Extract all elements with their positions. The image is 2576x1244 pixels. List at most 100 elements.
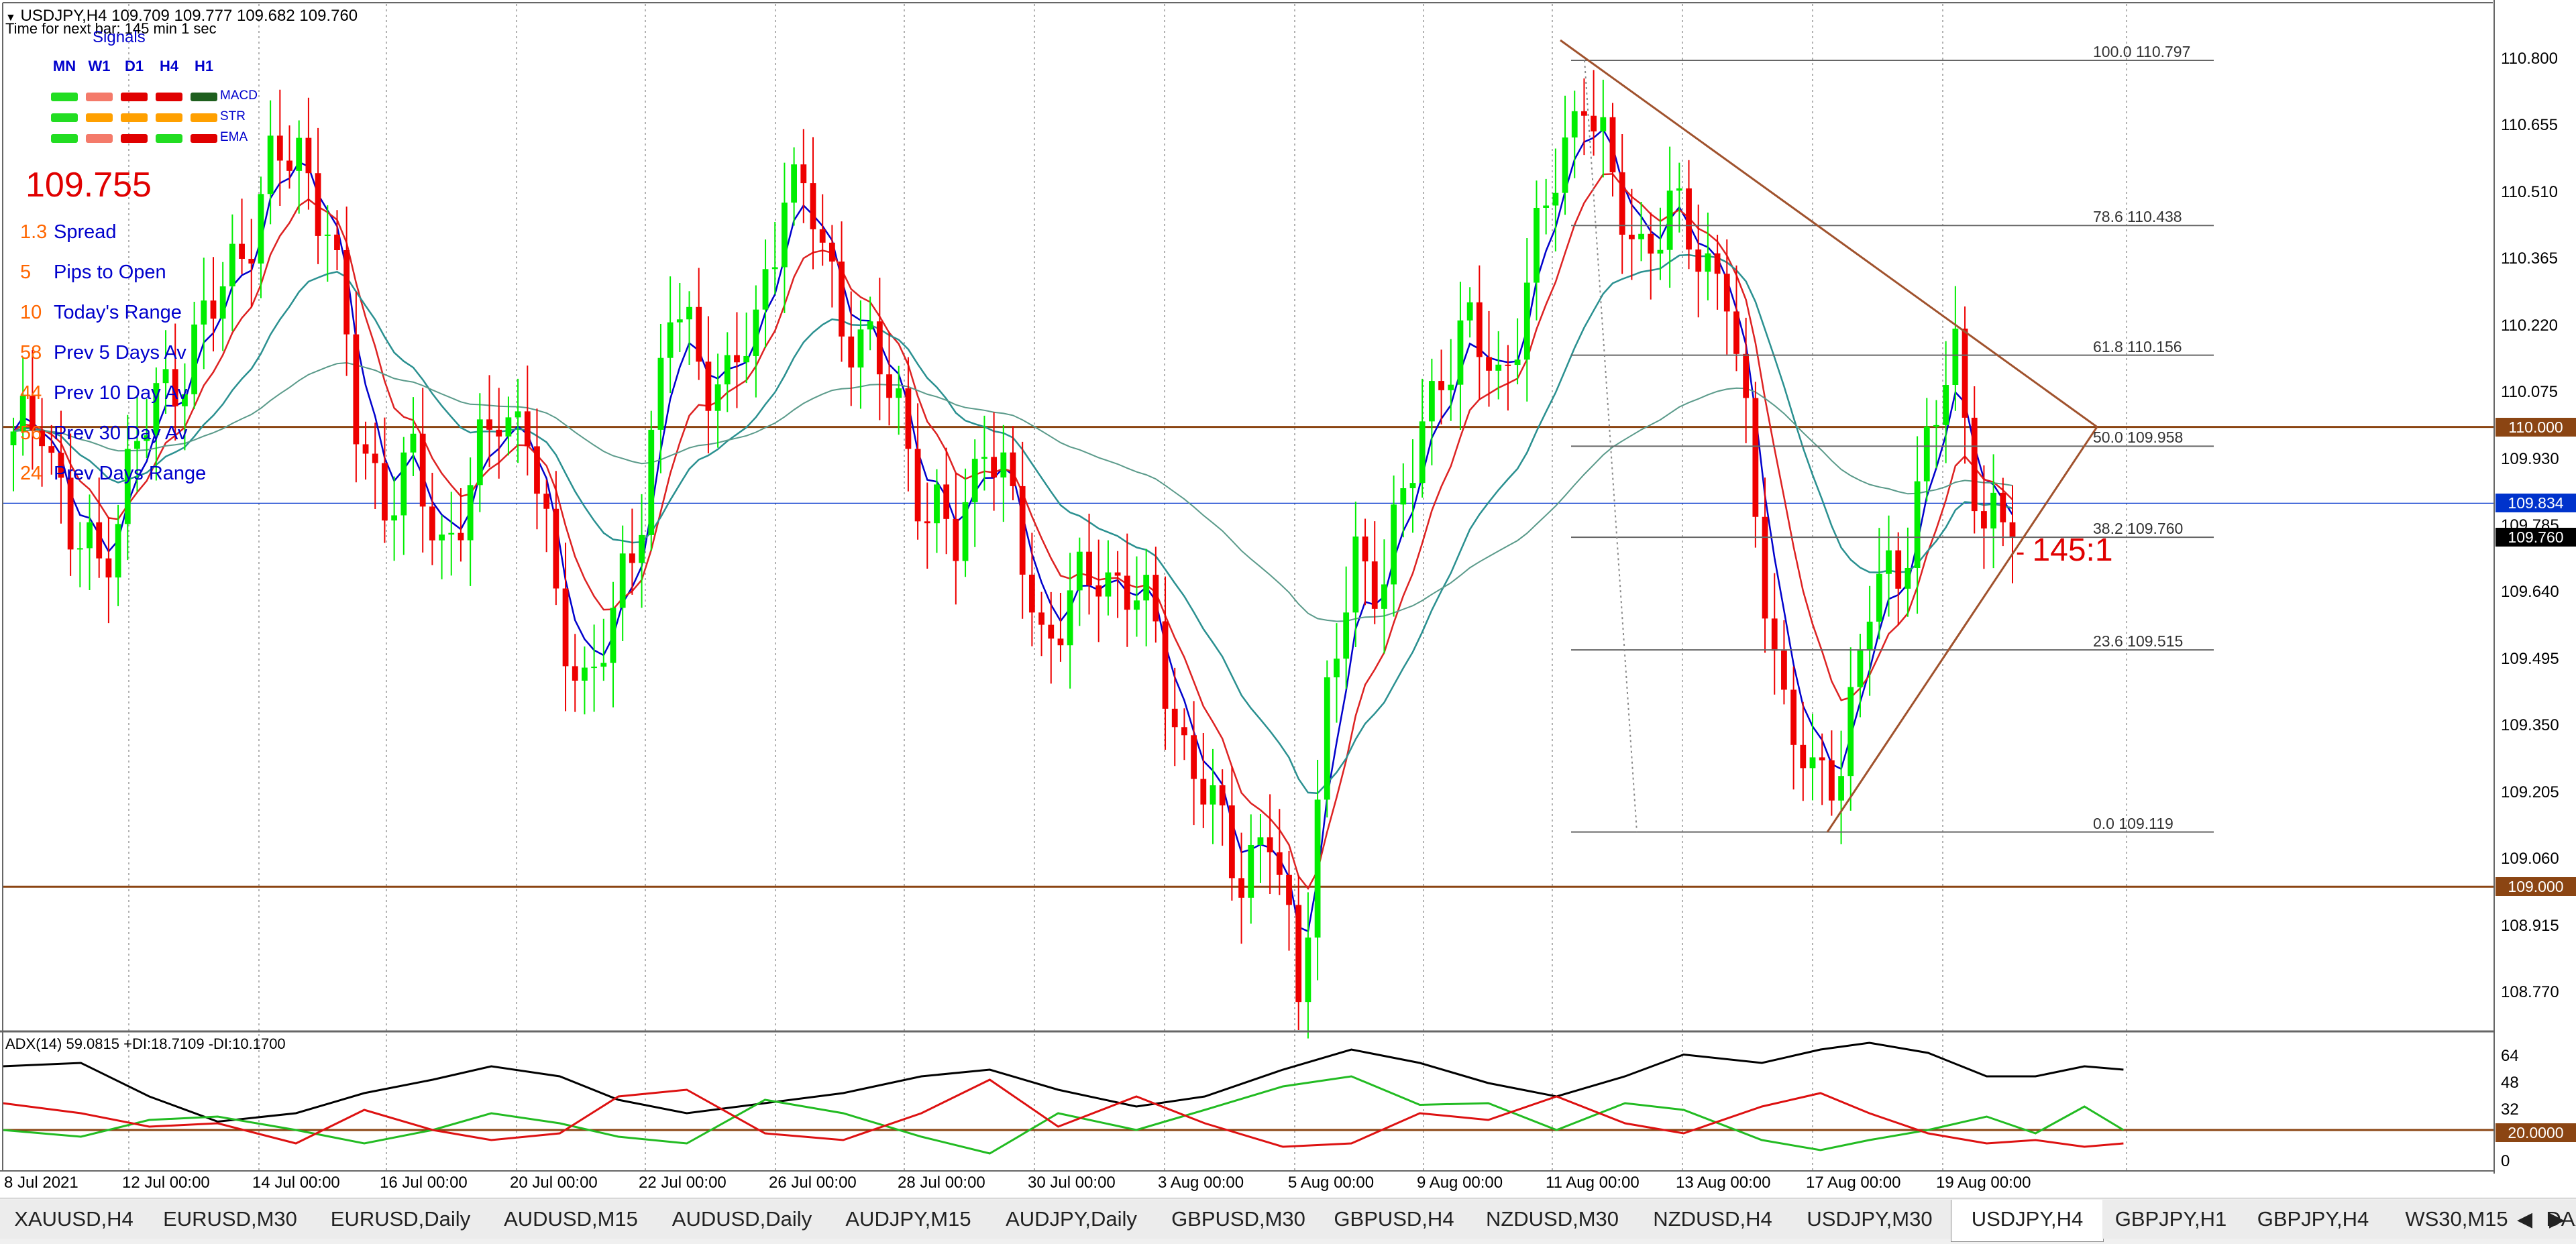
candle-bull: [934, 484, 940, 524]
price-chart[interactable]: [0, 0, 2576, 1198]
candle-bull: [1809, 757, 1816, 769]
candle-bull: [19, 396, 26, 432]
candle-bull: [771, 267, 778, 270]
date-label: 13 Aug 00:00: [1676, 1174, 1771, 1192]
candle-bear: [1828, 760, 1835, 801]
tab-prev-icon[interactable]: ◀: [2517, 1208, 2533, 1231]
candle-bull: [229, 243, 235, 287]
candle-bull: [1523, 282, 1530, 360]
candle-bull: [1076, 551, 1083, 591]
tab-next-icon[interactable]: ▶: [2549, 1208, 2565, 1231]
stat-label: Spread: [54, 221, 117, 243]
candle-bear: [286, 160, 292, 171]
price-axis-label: 109.640: [2501, 583, 2559, 602]
signal-indicator: [156, 134, 182, 143]
tab-gbpjpy-h1[interactable]: GBPJPY,H1: [2102, 1200, 2240, 1239]
candle-bull: [791, 164, 798, 203]
candle-bull: [267, 135, 274, 194]
candle-bull: [1105, 572, 1112, 597]
candle-bear: [886, 374, 892, 398]
date-label: 16 Jul 00:00: [380, 1174, 468, 1192]
candle-bull: [296, 137, 303, 171]
fib-label: 38.2 109.760: [2093, 520, 2184, 538]
candle-bear: [382, 463, 388, 521]
candle-bull: [1000, 452, 1007, 477]
candle-bear: [543, 494, 550, 509]
candle-bull: [657, 357, 664, 430]
date-label: 28 Jul 00:00: [898, 1174, 985, 1192]
candle-bear: [914, 449, 921, 522]
fibonacci-retracement: [1571, 60, 2214, 833]
candle-bull: [686, 306, 692, 320]
upper-trendline: [1560, 39, 2098, 428]
triangle-trendlines: [1560, 39, 2098, 833]
tab-audjpy-daily[interactable]: AUDJPY,Daily: [986, 1200, 1157, 1239]
signal-indicator: [191, 113, 217, 122]
candle-bull: [467, 485, 474, 541]
candle-bear: [1619, 172, 1625, 235]
candle-bear: [1752, 398, 1759, 517]
tab-eurusd-daily[interactable]: EURUSD,Daily: [313, 1200, 489, 1239]
price-badge: 110.000: [2496, 417, 2576, 437]
date-label: 22 Jul 00:00: [639, 1174, 727, 1192]
signal-indicator: [121, 113, 148, 122]
candle-bull: [1552, 192, 1559, 206]
candle-bull: [619, 553, 626, 608]
collapse-triangle-icon[interactable]: ▼: [5, 12, 16, 23]
candle-bull: [714, 384, 721, 411]
tab-usdjpy-h4[interactable]: USDJPY,H4: [1951, 1200, 2104, 1242]
date-label: 17 Aug 00:00: [1806, 1174, 1901, 1192]
vertical-gridlines: [128, 4, 2127, 1171]
candle-bear: [96, 522, 103, 559]
candle-bear: [1019, 486, 1026, 575]
price-axis-label: 109.205: [2501, 783, 2559, 801]
candle-bull: [1876, 573, 1882, 622]
stat-label: Prev 30 Day Av: [54, 422, 188, 444]
candle-bull: [1428, 381, 1435, 422]
candle-bull: [1305, 938, 1311, 1003]
candle-bear: [1800, 744, 1807, 769]
chart-tab-bar: XAUUSD,H4 EURUSD,M30 EURUSD,Daily AUDUSD,M1…: [0, 1198, 2576, 1244]
candle-bull: [1352, 536, 1359, 613]
candle-bear: [1819, 757, 1825, 760]
tab-nzdusd-h4[interactable]: NZDUSD,H4: [1637, 1200, 1789, 1239]
candle-bull: [1886, 550, 1892, 574]
candle-bull: [1657, 249, 1664, 254]
tab-audusd-m15[interactable]: AUDUSD,M15: [488, 1200, 654, 1239]
fib-label: 78.6 110.438: [2093, 208, 2182, 226]
stat-value: 56: [20, 422, 42, 444]
tab-ws30-m15[interactable]: WS30,M15: [2387, 1200, 2527, 1239]
price-axis-label: 110.075: [2501, 383, 2558, 402]
price-axis-label: 109.060: [2501, 850, 2559, 868]
candle-bull: [1391, 504, 1397, 585]
signal-indicator: [86, 134, 113, 143]
tab-usdjpy-m30[interactable]: USDJPY,M30: [1788, 1200, 1951, 1239]
tab-audjpy-m15[interactable]: AUDJPY,M15: [830, 1200, 987, 1239]
signal-indicator: [51, 113, 78, 122]
tab-dax30-m15[interactable]: DAX30,M15: [2526, 1200, 2576, 1239]
candle-bear: [2000, 492, 2006, 522]
price-axis-label: 110.800: [2501, 50, 2558, 68]
tab-gbpjpy-h4[interactable]: GBPJPY,H4: [2239, 1200, 2387, 1239]
fib-label: 23.6 109.515: [2093, 632, 2184, 651]
candle-bear: [1686, 188, 1692, 250]
tab-eurusd-m30[interactable]: EURUSD,M30: [148, 1200, 313, 1239]
signal-indicator: [156, 93, 182, 101]
tab-gbpusd-h4[interactable]: GBPUSD,H4: [1320, 1200, 1468, 1239]
signal-timeframe-label: H1: [194, 58, 214, 74]
stat-label: Prev Days Range: [54, 463, 207, 484]
candle-bull: [1676, 188, 1682, 191]
candle-bear: [429, 506, 435, 541]
stat-label: Pips to Open: [54, 262, 166, 283]
tab-xauusd-h4[interactable]: XAUUSD,H4: [0, 1200, 148, 1239]
candle-bear: [362, 444, 369, 454]
candle-bear: [1609, 117, 1616, 172]
adx-line: [2, 1041, 2124, 1123]
tab-nzdusd-m30[interactable]: NZDUSD,M30: [1468, 1200, 1638, 1239]
candle-bear: [705, 361, 712, 411]
tab-audusd-daily[interactable]: AUDUSD,Daily: [653, 1200, 831, 1239]
bar-timer: Time for next bar: 145 min 1 sec: [5, 20, 217, 37]
date-label: 19 Aug 00:00: [1936, 1174, 2031, 1192]
tab-gbpusd-m30[interactable]: GBPUSD,M30: [1157, 1200, 1321, 1239]
candle-bear: [819, 229, 826, 243]
